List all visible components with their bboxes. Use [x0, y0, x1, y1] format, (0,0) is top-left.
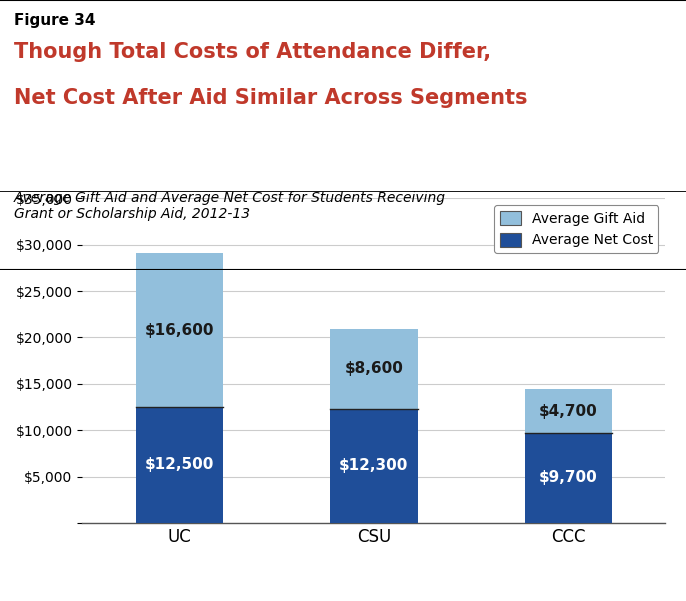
Text: Though Total Costs of Attendance Differ,: Though Total Costs of Attendance Differ,	[14, 42, 491, 63]
Bar	[136, 407, 223, 523]
Text: $9,700: $9,700	[539, 471, 598, 486]
Text: Average Gift Aid and Average Net Cost for Students Receiving
Grant or Scholarshi: Average Gift Aid and Average Net Cost fo…	[14, 191, 446, 221]
Text: Figure 34: Figure 34	[14, 13, 95, 28]
Text: $8,600: $8,600	[344, 361, 403, 376]
Bar	[525, 433, 612, 523]
Text: $16,600: $16,600	[145, 323, 214, 338]
Text: $4,700: $4,700	[539, 404, 598, 419]
Legend: Average Gift Aid, Average Net Cost: Average Gift Aid, Average Net Cost	[494, 206, 659, 253]
Bar	[330, 329, 418, 409]
Bar	[525, 389, 612, 433]
Bar	[136, 253, 223, 407]
Text: $12,500: $12,500	[145, 457, 214, 472]
Text: Net Cost After Aid Similar Across Segments: Net Cost After Aid Similar Across Segmen…	[14, 88, 528, 108]
Bar	[330, 409, 418, 523]
Text: $12,300: $12,300	[339, 459, 409, 474]
